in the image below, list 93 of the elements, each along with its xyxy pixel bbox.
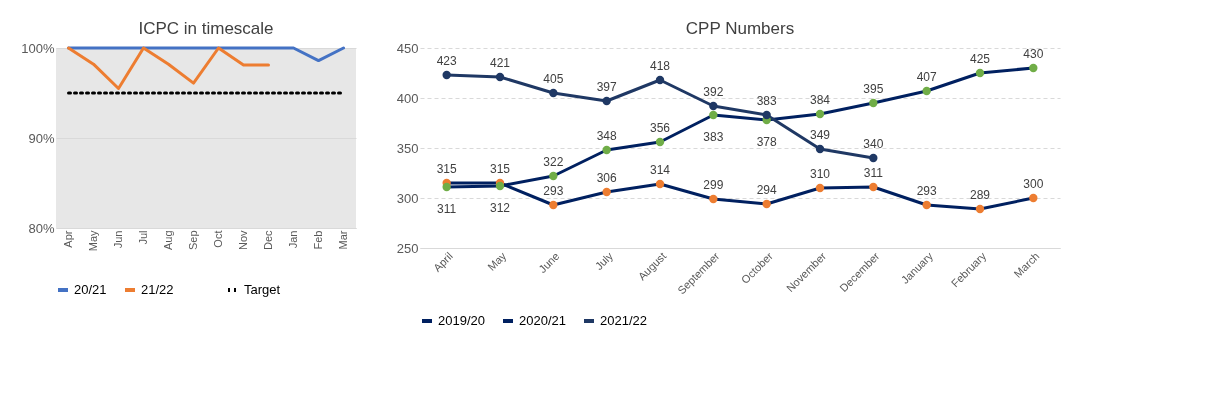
point [815, 183, 825, 193]
x-tick-label: Aug [161, 230, 174, 251]
point [442, 182, 451, 192]
x-tick-label: May [485, 249, 509, 273]
chart-title: CPP Numbers [685, 19, 795, 38]
point [1029, 193, 1038, 203]
x-tick-label: May [86, 230, 99, 252]
line-series [67, 46, 270, 90]
legend-label: Target [244, 282, 281, 297]
x-tick-label: Nov [236, 230, 249, 251]
point [922, 86, 931, 96]
legend-label: 21/22 [141, 282, 174, 297]
data-label: 300 [1023, 177, 1044, 191]
data-label: 311 [863, 166, 884, 180]
data-label: 306 [596, 171, 617, 185]
point [762, 110, 771, 120]
data-label: 421 [489, 56, 511, 70]
x-tick-label: Jul [136, 230, 149, 245]
legend-label: 2020/21 [519, 313, 566, 328]
point [1029, 63, 1038, 73]
point [655, 75, 665, 85]
point [869, 182, 878, 192]
data-label: 425 [969, 52, 991, 66]
x-tick-label: Jan [286, 230, 299, 249]
x-tick-label: Apr [61, 230, 74, 248]
y-tick-label: 100% [21, 40, 55, 56]
data-label: 383 [756, 94, 777, 108]
data-label: 315 [489, 162, 511, 176]
point [975, 204, 985, 214]
x-tick-label: Jun [111, 230, 124, 249]
data-label: 349 [809, 128, 831, 142]
point [815, 109, 825, 119]
x-tick-label: Dec [261, 230, 274, 251]
chart-title: ICPC in timescale [138, 19, 274, 38]
y-tick-label: 350 [396, 140, 419, 156]
data-label: 430 [1023, 47, 1044, 61]
point [709, 101, 718, 111]
data-label: 423 [436, 54, 457, 68]
y-tick-label: 400 [396, 90, 419, 106]
point [549, 88, 558, 98]
x-tick-label: Sep [186, 230, 199, 251]
data-label: 397 [596, 80, 617, 94]
data-label: 378 [756, 135, 777, 149]
data-label: 418 [649, 59, 671, 73]
y-tick-label: 250 [396, 240, 419, 256]
point [602, 145, 611, 155]
data-label: 294 [756, 183, 777, 197]
x-tick-label: Mar [336, 230, 349, 250]
x-tick-label: July [592, 249, 616, 273]
data-label: 314 [649, 163, 671, 177]
point [762, 199, 771, 209]
data-label: 383 [703, 130, 724, 144]
data-label: 340 [863, 137, 884, 151]
y-tick-label: 80% [28, 220, 55, 236]
point [442, 70, 451, 80]
data-label: 311 [437, 202, 457, 216]
x-tick-label: Oct [211, 230, 224, 248]
data-label: 405 [543, 72, 564, 86]
data-label: 322 [543, 155, 564, 169]
point [549, 200, 558, 210]
legend-label: 2021/22 [600, 313, 647, 328]
data-label: 312 [489, 201, 511, 215]
point [495, 72, 505, 82]
point [709, 110, 718, 120]
y-tick-label: 90% [28, 130, 55, 146]
point [655, 179, 665, 189]
legend-label: 2019/20 [438, 313, 485, 328]
data-label: 293 [916, 184, 937, 198]
point [975, 68, 985, 78]
data-label: 293 [543, 184, 564, 198]
x-tick-label: Feb [311, 230, 324, 250]
point [869, 153, 878, 163]
data-label: 289 [969, 188, 991, 202]
y-tick-label: 450 [396, 40, 419, 56]
point [549, 171, 558, 181]
point [869, 98, 878, 108]
point [815, 144, 825, 154]
data-label: 310 [809, 167, 831, 181]
point [709, 194, 718, 204]
data-label: 407 [916, 70, 937, 84]
data-label: 392 [703, 85, 724, 99]
point [602, 187, 611, 197]
point [922, 200, 931, 210]
point [655, 137, 665, 147]
data-label: 395 [863, 82, 884, 96]
point [602, 96, 611, 106]
data-label: 356 [649, 121, 671, 135]
data-label: 384 [809, 93, 831, 107]
data-label: 299 [703, 178, 724, 192]
data-label: 348 [596, 129, 617, 143]
data-label: 315 [436, 162, 457, 176]
y-tick-label: 300 [396, 190, 419, 206]
legend-label: 20/21 [74, 282, 107, 297]
